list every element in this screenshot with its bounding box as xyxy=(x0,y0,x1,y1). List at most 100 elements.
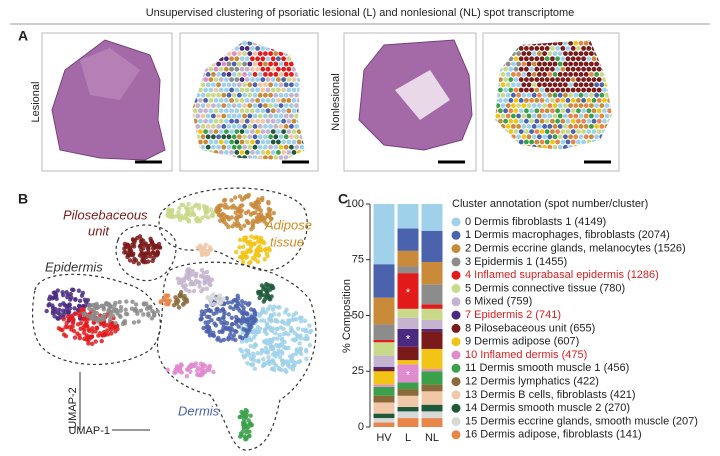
spot xyxy=(216,113,222,119)
spot xyxy=(511,72,516,77)
legend-label: 4 Inflamed suprabasal epidermis (1286) xyxy=(465,269,659,281)
spot xyxy=(276,87,281,93)
spot xyxy=(218,77,224,82)
spot xyxy=(211,82,216,88)
spot xyxy=(505,124,511,129)
bar-segment xyxy=(373,395,395,403)
spot xyxy=(255,108,260,114)
umap-point xyxy=(259,347,265,353)
spot xyxy=(565,98,571,103)
spot xyxy=(247,92,253,98)
umap-point xyxy=(290,337,296,342)
umap-point xyxy=(246,323,252,328)
umap-point xyxy=(269,366,275,372)
umap-point xyxy=(266,355,271,360)
spot xyxy=(505,72,511,77)
umap-point xyxy=(150,258,155,264)
umap-point xyxy=(141,246,146,251)
spot xyxy=(550,98,555,103)
umap-point xyxy=(123,307,128,312)
spot xyxy=(278,144,284,150)
spot xyxy=(570,98,576,103)
bar-segment xyxy=(373,369,395,372)
umap-point xyxy=(282,339,287,345)
spot xyxy=(560,46,566,51)
spot xyxy=(568,72,573,77)
umap-point xyxy=(195,217,201,222)
umap-point xyxy=(124,299,129,304)
spot xyxy=(229,108,235,114)
spot xyxy=(578,61,584,67)
spot xyxy=(260,118,266,124)
spot xyxy=(250,98,255,103)
umap-point xyxy=(61,312,66,317)
spot xyxy=(498,98,503,103)
umap-point xyxy=(136,261,141,266)
spot xyxy=(278,72,284,77)
spot xyxy=(557,113,563,119)
spot xyxy=(294,134,299,140)
bar-segment xyxy=(397,395,419,407)
umap-point xyxy=(200,274,205,279)
umap-point xyxy=(137,253,143,258)
umap-point xyxy=(51,295,56,301)
umap-point xyxy=(148,304,153,310)
spot xyxy=(231,144,237,150)
spot xyxy=(224,98,229,103)
spot xyxy=(265,56,271,62)
spot xyxy=(573,82,579,88)
umap-point xyxy=(284,307,289,312)
spot xyxy=(542,72,547,77)
spot xyxy=(539,87,545,93)
spot xyxy=(500,72,506,77)
umap-point xyxy=(216,204,221,209)
umap-point xyxy=(302,318,308,324)
umap-point xyxy=(89,341,95,346)
spot xyxy=(599,124,605,129)
umap-point xyxy=(275,336,280,341)
spot xyxy=(250,139,255,145)
spot xyxy=(286,77,292,82)
spot xyxy=(270,66,276,72)
spot xyxy=(586,98,592,103)
umap-point xyxy=(93,329,98,334)
spot xyxy=(565,118,571,124)
spot xyxy=(555,129,560,135)
umap-point xyxy=(118,314,123,319)
histology-images xyxy=(41,32,620,172)
spot xyxy=(273,134,279,140)
spot xyxy=(521,124,527,129)
x-tick-label: HV xyxy=(376,432,392,444)
umap-point xyxy=(101,317,107,322)
umap-point xyxy=(141,302,147,307)
umap-point xyxy=(281,331,287,337)
spot xyxy=(542,82,547,88)
spot xyxy=(286,108,292,114)
spot xyxy=(552,134,558,140)
umap-point xyxy=(288,365,293,370)
legend-swatch xyxy=(451,297,461,307)
umap-point xyxy=(247,301,252,306)
spot xyxy=(524,87,529,93)
spot xyxy=(586,46,592,51)
umap-point xyxy=(276,365,282,371)
spot xyxy=(531,124,537,129)
spot xyxy=(216,134,222,140)
spot xyxy=(568,124,573,129)
bar-segment xyxy=(373,264,395,298)
spot xyxy=(563,113,568,119)
spot xyxy=(526,92,532,98)
spot xyxy=(247,51,253,56)
spot xyxy=(529,66,534,72)
spot xyxy=(224,108,229,114)
umap-point xyxy=(230,336,235,341)
spot xyxy=(581,46,586,51)
umap-point xyxy=(216,316,221,322)
spot xyxy=(211,113,216,119)
umap-point xyxy=(266,201,271,206)
spot xyxy=(286,129,292,135)
spot xyxy=(557,134,563,140)
spot xyxy=(263,155,268,160)
spot xyxy=(278,113,284,119)
spot xyxy=(239,108,245,114)
